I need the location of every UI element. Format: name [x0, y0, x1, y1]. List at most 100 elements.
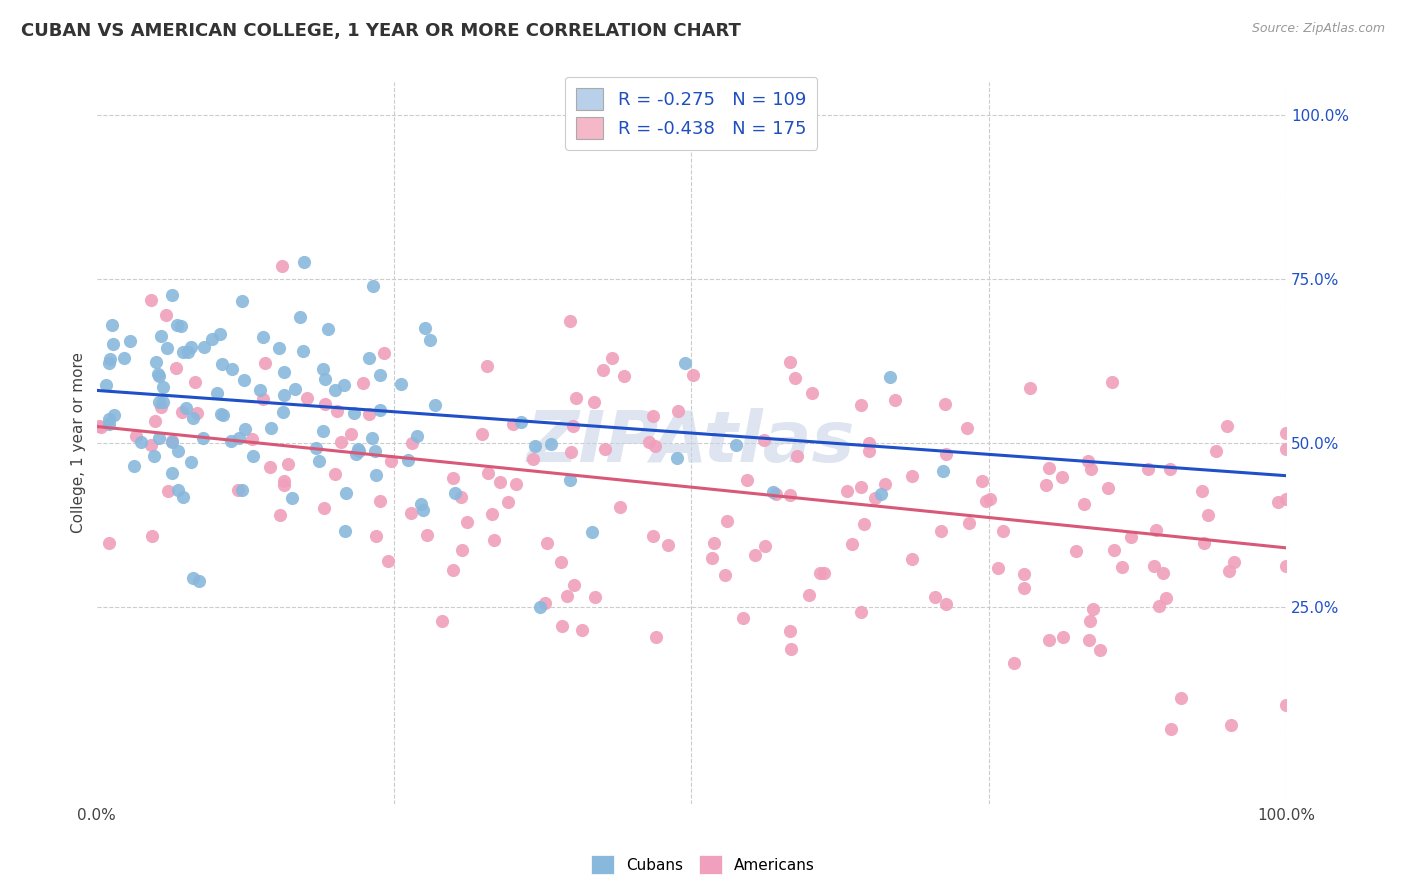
Point	[412, 503, 434, 517]
Point	[456, 515, 478, 529]
Point	[160, 466, 183, 480]
Point	[139, 438, 162, 452]
Point	[157, 483, 180, 498]
Point	[152, 395, 174, 409]
Point	[273, 365, 295, 379]
Text: Source: ZipAtlas.com: Source: ZipAtlas.com	[1251, 22, 1385, 36]
Point	[333, 378, 356, 392]
Point	[1073, 497, 1095, 511]
Point	[232, 373, 254, 387]
Point	[1064, 543, 1087, 558]
Point	[396, 452, 419, 467]
Y-axis label: College, 1 year or more: College, 1 year or more	[72, 352, 86, 533]
Point	[1012, 581, 1035, 595]
Point	[98, 355, 121, 369]
Point	[373, 345, 395, 359]
Point	[957, 516, 980, 531]
Point	[593, 442, 616, 457]
Point	[1101, 376, 1123, 390]
Point	[170, 318, 193, 333]
Point	[148, 395, 170, 409]
Point	[583, 395, 606, 409]
Point	[172, 344, 194, 359]
Point	[335, 485, 357, 500]
Point	[583, 590, 606, 604]
Point	[228, 431, 250, 445]
Point	[1215, 419, 1237, 434]
Point	[682, 368, 704, 383]
Point	[534, 597, 557, 611]
Point	[211, 357, 233, 371]
Point	[252, 330, 274, 344]
Point	[401, 435, 423, 450]
Point	[270, 259, 292, 273]
Point	[1191, 483, 1213, 498]
Point	[858, 436, 880, 450]
Point	[1012, 567, 1035, 582]
Point	[1275, 559, 1298, 574]
Point	[666, 404, 689, 418]
Point	[323, 383, 346, 397]
Point	[1097, 481, 1119, 495]
Point	[152, 380, 174, 394]
Point	[176, 401, 198, 415]
Point	[536, 535, 558, 549]
Point	[551, 619, 574, 633]
Point	[295, 392, 318, 406]
Point	[368, 403, 391, 417]
Point	[311, 424, 333, 438]
Point	[326, 403, 349, 417]
Point	[208, 326, 231, 341]
Point	[505, 477, 527, 491]
Point	[186, 407, 208, 421]
Point	[540, 437, 562, 451]
Point	[242, 449, 264, 463]
Point	[754, 539, 776, 553]
Point	[714, 567, 737, 582]
Point	[702, 551, 724, 566]
Point	[416, 528, 439, 542]
Point	[875, 477, 897, 491]
Point	[360, 431, 382, 445]
Point	[252, 392, 274, 406]
Point	[1111, 560, 1133, 574]
Point	[703, 536, 725, 550]
Point	[139, 293, 162, 307]
Point	[419, 333, 441, 347]
Point	[430, 614, 453, 628]
Point	[987, 560, 1010, 574]
Point	[443, 486, 465, 500]
Point	[273, 478, 295, 492]
Point	[254, 356, 277, 370]
Point	[103, 337, 125, 351]
Point	[184, 375, 207, 389]
Point	[477, 466, 499, 480]
Point	[641, 529, 664, 543]
Point	[125, 429, 148, 443]
Point	[148, 368, 170, 383]
Point	[643, 409, 665, 423]
Point	[571, 624, 593, 638]
Point	[779, 624, 801, 638]
Point	[165, 360, 187, 375]
Point	[231, 293, 253, 308]
Point	[560, 445, 582, 459]
Point	[779, 641, 801, 656]
Point	[191, 431, 214, 445]
Point	[1102, 542, 1125, 557]
Point	[129, 434, 152, 449]
Point	[249, 383, 271, 397]
Point	[852, 517, 875, 532]
Point	[370, 493, 392, 508]
Point	[269, 508, 291, 522]
Point	[380, 453, 402, 467]
Point	[1275, 492, 1298, 507]
Point	[785, 371, 807, 385]
Point	[808, 566, 831, 580]
Point	[352, 376, 374, 390]
Point	[673, 356, 696, 370]
Point	[409, 497, 432, 511]
Point	[799, 589, 821, 603]
Point	[600, 351, 623, 365]
Point	[849, 605, 872, 619]
